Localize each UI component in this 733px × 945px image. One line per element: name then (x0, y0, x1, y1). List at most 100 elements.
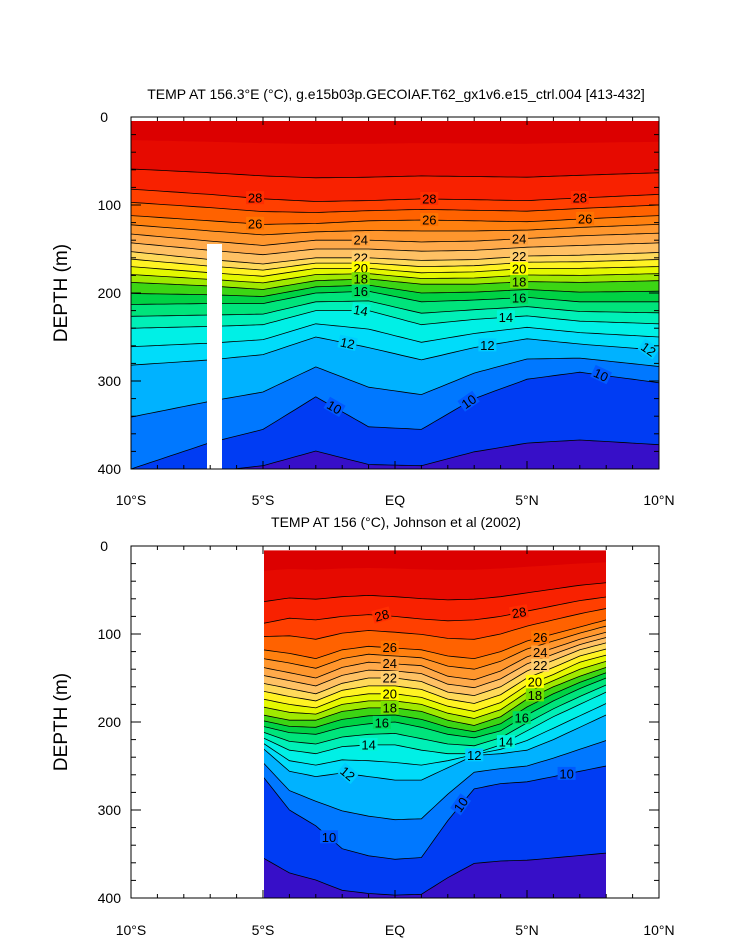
contour-label: 10 (590, 364, 613, 385)
contour-label: 16 (351, 284, 370, 299)
contour-label-bg (510, 290, 529, 304)
contour-label: 14 (496, 735, 515, 750)
isotherm-11 (264, 740, 606, 821)
contour-label-text: 24 (382, 656, 396, 671)
contour-label: 24 (380, 656, 399, 671)
contour-label: 14 (359, 737, 378, 752)
contour-label-bg (336, 762, 359, 785)
contour-label-text: 18 (353, 272, 367, 287)
contour-label-text: 14 (499, 310, 513, 325)
contour-label: 24 (531, 645, 550, 660)
contour-label: 16 (372, 715, 391, 730)
isotherm-lines (264, 582, 606, 896)
contour-label-bg (380, 686, 399, 700)
contour-label-bg (525, 674, 544, 688)
contour-label: 14 (350, 302, 371, 319)
contour-label-bg (371, 606, 393, 624)
contour-label-text: 16 (375, 715, 389, 730)
contour-label-bg (351, 284, 370, 298)
contour-label: 10 (557, 766, 576, 781)
contour-label-text: 18 (382, 700, 396, 715)
band-below-9 (264, 853, 606, 898)
contour-label-text: 10 (451, 794, 472, 814)
observed-temperature-section-panel: TEMP AT 156 (°C), Johnson et al (2002) 2… (51, 514, 675, 938)
x-tick-labels: 10°S 5°S EQ 5°N 10°N (116, 922, 675, 938)
contour-label-bg (450, 793, 472, 816)
isotherm-27 (131, 202, 659, 213)
contour-label: 22 (510, 249, 529, 264)
contour-label-text: 20 (382, 686, 396, 701)
contour-label-bg (380, 671, 399, 684)
contour-label-text: 22 (382, 671, 396, 686)
x-tick-label: 10°S (116, 492, 147, 508)
contour-label-text: 10 (322, 830, 336, 845)
contour-label-bg (637, 338, 660, 360)
contour-label-text: 26 (248, 216, 262, 231)
x-tick-label: 5°N (515, 492, 539, 508)
contour-label-text: 12 (480, 338, 494, 353)
contour-label-text: 18 (528, 688, 542, 703)
contour-label-text: 12 (467, 748, 481, 763)
contour-label-text: 26 (422, 213, 436, 228)
contour-label: 26 (531, 630, 550, 645)
contour-label-bg (351, 250, 370, 264)
y-tick-label: 100 (98, 197, 122, 213)
contour-label-bg (525, 688, 544, 702)
contour-label-bg (323, 396, 346, 417)
contour-label: 10 (323, 396, 346, 417)
contour-label-bg (457, 390, 480, 412)
contour-label-bg (478, 338, 497, 352)
contour-label-text: 24 (353, 233, 367, 248)
contour-label-text: 28 (511, 604, 528, 621)
contour-label: 22 (531, 658, 550, 673)
isotherm-20 (264, 654, 606, 712)
y-axis-label: DEPTH (m) (51, 244, 72, 342)
contour-label-bg (337, 334, 358, 352)
isotherm-18 (264, 667, 606, 726)
y-tick-label: 0 (100, 538, 108, 554)
contour-label-text: 24 (512, 231, 526, 246)
contour-label-text: 16 (512, 290, 526, 305)
isotherm-29 (131, 168, 659, 179)
contour-label-bg (531, 658, 550, 672)
contour-label: 22 (380, 671, 399, 686)
contour-label-bg (510, 261, 529, 275)
contour-label: 28 (246, 191, 265, 206)
y-tick-label: 100 (98, 626, 122, 642)
isotherm-29 (264, 582, 606, 603)
x-tick-label: 5°S (252, 492, 275, 508)
contour-label-text: 22 (512, 249, 526, 264)
contour-label-bg (320, 830, 338, 844)
y-tick-label: 400 (98, 890, 122, 906)
contour-label-text: 26 (382, 640, 396, 655)
contour-label-text: 24 (533, 645, 547, 660)
contour-label: 20 (510, 261, 529, 276)
missing-data-gap (207, 244, 222, 469)
contour-label-text: 18 (512, 275, 526, 290)
y-tick-label: 0 (100, 109, 108, 125)
contour-label: 18 (525, 688, 544, 703)
contour-label: 16 (510, 290, 529, 305)
x-tick-label: 10°S (116, 922, 147, 938)
contour-label-bg (420, 192, 439, 205)
isotherm-19 (264, 660, 606, 719)
contour-label-text: 28 (422, 192, 436, 207)
contour-label: 20 (351, 261, 370, 276)
isotherm-27 (264, 608, 606, 640)
contour-label-text: 26 (578, 211, 592, 226)
y-tick-label: 300 (98, 373, 122, 389)
contour-label-bg (380, 656, 399, 670)
y-tick-label: 400 (98, 461, 122, 477)
contour-label: 20 (525, 674, 544, 689)
isotherm-16 (264, 677, 606, 739)
isotherm-24 (131, 232, 659, 246)
contour-label-text: 20 (353, 261, 367, 276)
contour-label-bg (359, 737, 378, 751)
contour-label-bg (590, 364, 613, 385)
contour-label: 24 (510, 231, 529, 246)
contour-label: 14 (496, 310, 515, 325)
contour-label-bg (512, 711, 531, 725)
x-tick-label: EQ (385, 922, 405, 938)
contour-label: 12 (478, 338, 497, 353)
